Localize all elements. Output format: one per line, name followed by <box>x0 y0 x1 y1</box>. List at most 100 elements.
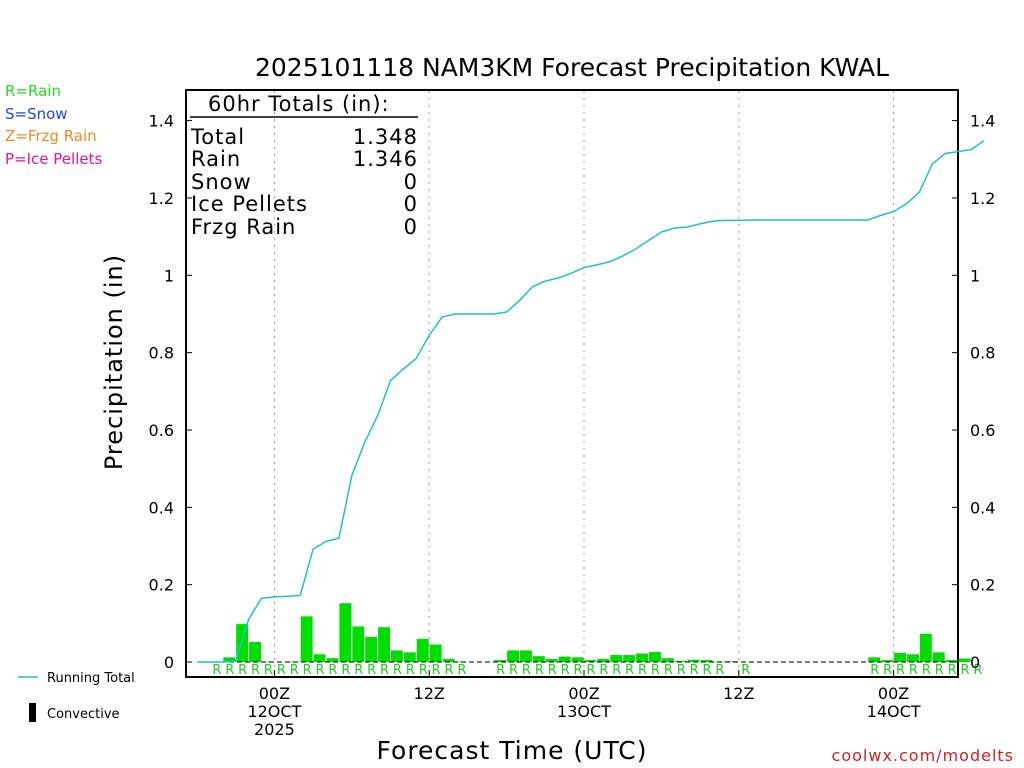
ptype-letter: R <box>303 663 312 678</box>
precip-bar <box>429 644 442 662</box>
totals-value-snow: 0 <box>404 170 418 194</box>
precip-bar <box>545 658 558 662</box>
x-axis-title: Forecast Time (UTC) <box>377 736 648 765</box>
y-tick-label-left: 0.2 <box>149 576 174 595</box>
vertical-gridlines <box>273 91 895 676</box>
precip-bar <box>881 660 894 662</box>
x-tick-label: 00Z <box>259 684 290 703</box>
x-tick-label: 12OCT <box>247 702 301 721</box>
precip-bar <box>945 660 958 662</box>
ptype-letter: R <box>961 663 970 678</box>
precip-bar <box>958 658 971 662</box>
ptype-letter: R <box>432 663 441 678</box>
precip-bar <box>868 657 881 662</box>
ptype-letter: R <box>909 663 918 678</box>
precip-bar <box>674 660 687 662</box>
totals-label-ice-pellets: Ice Pellets <box>191 192 308 216</box>
ptype-letter: R <box>354 663 363 678</box>
ptype-letter: R <box>574 663 583 678</box>
y-tick-label-right: 0.4 <box>970 498 995 517</box>
ptype-letter: R <box>277 663 286 678</box>
ptype-letter: R <box>328 663 337 678</box>
ptype-letter: R <box>316 663 325 678</box>
totals-label-rain: Rain <box>191 147 241 171</box>
running-total-line <box>197 140 985 663</box>
legend-running-total: Running Total <box>47 671 135 686</box>
ptype-letter: R <box>690 663 699 678</box>
ptype-letter: R <box>715 663 724 678</box>
ptype-letter: R <box>651 663 660 678</box>
precip-bar <box>300 616 313 662</box>
y-tick-label-right: 1 <box>970 266 980 285</box>
ptype-letter: R <box>870 663 879 678</box>
ptype-letter: R <box>509 663 518 678</box>
x-tick-label: 00Z <box>568 684 599 703</box>
precip-bar <box>391 650 403 662</box>
precip-bar <box>416 638 429 662</box>
x-tick-label: 00Z <box>878 684 909 703</box>
precip-bar <box>339 603 352 662</box>
convective-swatch <box>29 703 36 722</box>
precip-bar <box>894 652 906 662</box>
ptype-letter: R <box>457 663 466 678</box>
ptype-letter: R <box>548 663 557 678</box>
precip-bar <box>494 660 507 662</box>
precip-bar <box>378 627 390 662</box>
precip-bar <box>520 650 532 662</box>
precip-bar <box>623 655 636 662</box>
precip-bar <box>352 626 365 662</box>
precip-bar <box>365 636 378 662</box>
precip-bar <box>700 660 713 662</box>
x-tick-label: 12Z <box>414 684 445 703</box>
ptype-letter: R <box>625 663 634 678</box>
legend-ice-pellets: P=Ice Pellets <box>5 150 102 168</box>
precip-bar <box>636 653 648 662</box>
precip-bar <box>507 650 519 662</box>
ptype-letter: R <box>496 663 505 678</box>
totals-label-total: Total <box>190 125 245 149</box>
precip-bar <box>597 658 610 662</box>
y-tick-label-left: 0.8 <box>149 344 174 363</box>
totals-value-rain: 1.346 <box>353 147 418 171</box>
precip-bar <box>571 657 584 662</box>
ptype-letter: R <box>251 663 260 678</box>
precip-bar <box>532 656 545 662</box>
ptype-letter: R <box>599 663 608 678</box>
precip-bar <box>442 658 455 662</box>
totals-box: 60hr Totals (in): Total 1.348 Rain 1.346… <box>190 92 418 239</box>
ptype-letter: R <box>380 663 389 678</box>
ptype-letter: R <box>973 663 982 678</box>
totals-value-frzg-rain: 0 <box>404 215 418 239</box>
precip-bar <box>313 654 326 662</box>
totals-label-frzg-rain: Frzg Rain <box>191 215 296 239</box>
precip-bar <box>919 633 932 662</box>
ptype-letter: R <box>406 663 415 678</box>
ptype-letter: R <box>948 663 957 678</box>
y-axis-title: Precipitation (in) <box>100 254 128 470</box>
ptype-letter: R <box>922 663 931 678</box>
plot-frame <box>185 89 959 678</box>
ptype-letter: R <box>264 663 273 678</box>
precip-bar <box>403 652 416 662</box>
ptype-letter: R <box>225 663 234 678</box>
ptype-letter: R <box>522 663 531 678</box>
ptype-letter: R <box>896 663 905 678</box>
ptype-letter: R <box>367 663 376 678</box>
totals-value-total: 1.348 <box>353 125 418 149</box>
ptype-letter: R <box>935 663 944 678</box>
precip-bar <box>223 657 236 662</box>
right-y-axis: 0 0.2 0.4 0.6 0.8 1 1.2 1.4 <box>952 112 995 672</box>
y-tick-label-right: 1.2 <box>970 189 995 208</box>
legend-rain: R=Rain <box>5 82 61 100</box>
y-tick-label-right: 0.8 <box>970 344 995 363</box>
y-tick-label-left: 0 <box>164 653 174 672</box>
x-tick-label: 13OCT <box>557 702 611 721</box>
ptype-letter: R <box>741 663 750 678</box>
y-tick-label-right: 1.4 <box>970 112 995 131</box>
ptype-letter: R <box>445 663 454 678</box>
x-tick-label: 12Z <box>723 684 754 703</box>
credit-text: coolwx.com/modelts <box>832 746 1014 765</box>
